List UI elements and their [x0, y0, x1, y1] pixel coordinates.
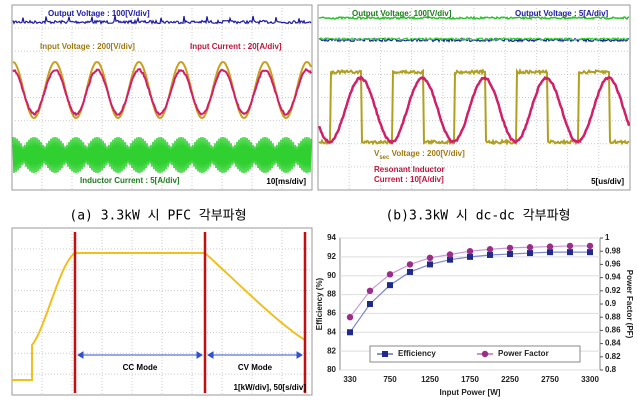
point — [347, 314, 353, 320]
legend-label: Power Factor — [498, 349, 549, 358]
y2-tick-label: 0.84 — [605, 339, 621, 348]
label: Resonant Inductor — [374, 165, 445, 174]
x-tick-label: 3300 — [581, 375, 599, 384]
point — [547, 249, 553, 255]
y2-tick-label: 0.96 — [605, 260, 621, 269]
point — [487, 246, 493, 252]
label: Output Voltage : 5[A/div] — [515, 9, 609, 18]
label: Inductor Current : 5[A/div] — [80, 176, 180, 185]
point — [387, 271, 393, 277]
label: 10[ms/div] — [266, 177, 306, 186]
y2-tick-label: 0.98 — [605, 246, 621, 255]
y2-tick-label: 1 — [605, 233, 610, 242]
point — [367, 301, 373, 307]
point — [507, 251, 513, 257]
y-tick-label: 84 — [327, 327, 336, 336]
y2-tick-label: 0.92 — [605, 286, 621, 295]
x-tick-label: 330 — [343, 375, 357, 384]
x-tick-label: 1250 — [421, 375, 439, 384]
label: CV Mode — [238, 363, 273, 372]
point — [407, 269, 413, 275]
y2-axis-label: Power Factor (PF) — [625, 270, 634, 339]
point — [467, 254, 473, 260]
y-tick-label: 82 — [327, 346, 336, 355]
caption: (b)3.3kW 시 dc-dc 각부파형 — [385, 209, 570, 224]
y-axis-label: Efficiency (%) — [315, 277, 324, 330]
x-tick-label: 1750 — [461, 375, 479, 384]
point — [587, 249, 593, 255]
label: Output Voltage : 100[V/div] — [48, 9, 150, 18]
point — [347, 329, 353, 335]
label: Voltage : 200[V/div] — [389, 149, 465, 158]
label: CC Mode — [123, 363, 158, 372]
point — [527, 244, 533, 250]
x-tick-label: 2250 — [501, 375, 519, 384]
point — [447, 251, 453, 257]
point — [467, 248, 473, 254]
point — [427, 261, 433, 267]
y-tick-label: 80 — [327, 365, 336, 374]
x-axis-label: Input Power [W] — [440, 388, 501, 397]
label: Current : 10[A/div] — [374, 175, 444, 184]
point — [427, 255, 433, 261]
point — [407, 261, 413, 267]
point — [367, 288, 373, 294]
y-tick-label: 88 — [327, 290, 336, 299]
label: Input Current : 20[A/div] — [190, 42, 282, 51]
point — [527, 250, 533, 256]
y-tick-label: 90 — [327, 271, 336, 280]
label: 5[us/div] — [591, 177, 624, 186]
y-tick-label: 92 — [327, 252, 336, 261]
y2-tick-label: 0.9 — [605, 299, 617, 308]
legend-marker — [382, 351, 388, 357]
page: {"panels": [ {"caption": "(a) 3.3kW 시 PF… — [0, 0, 637, 400]
y-tick-label: 94 — [327, 233, 336, 242]
legend-label: Efficiency — [398, 349, 436, 358]
figure: Output Voltage : 100[V/div] Input Voltag… — [0, 0, 637, 400]
y2-tick-label: 0.8 — [605, 365, 617, 374]
point — [547, 243, 553, 249]
point — [507, 245, 513, 251]
label: Output Voltage: 100[V/div] — [352, 9, 452, 18]
point — [487, 252, 493, 258]
y2-tick-label: 0.86 — [605, 326, 621, 335]
x-tick-label: 750 — [383, 375, 397, 384]
label: Input Voltage : 200[V/div] — [40, 42, 135, 51]
y-tick-label: 86 — [327, 309, 336, 318]
y2-tick-label: 0.82 — [605, 352, 621, 361]
point — [567, 249, 573, 255]
y2-tick-label: 0.88 — [605, 312, 621, 321]
legend-marker — [482, 351, 488, 357]
point — [387, 282, 393, 288]
x-tick-label: 2750 — [541, 375, 559, 384]
point — [567, 243, 573, 249]
label: 1[kW/div], 50[s/div] — [234, 383, 307, 392]
point — [587, 243, 593, 249]
caption: (a) 3.3kW 시 PFC 각부파형 — [69, 209, 246, 224]
y2-tick-label: 0.94 — [605, 273, 621, 282]
